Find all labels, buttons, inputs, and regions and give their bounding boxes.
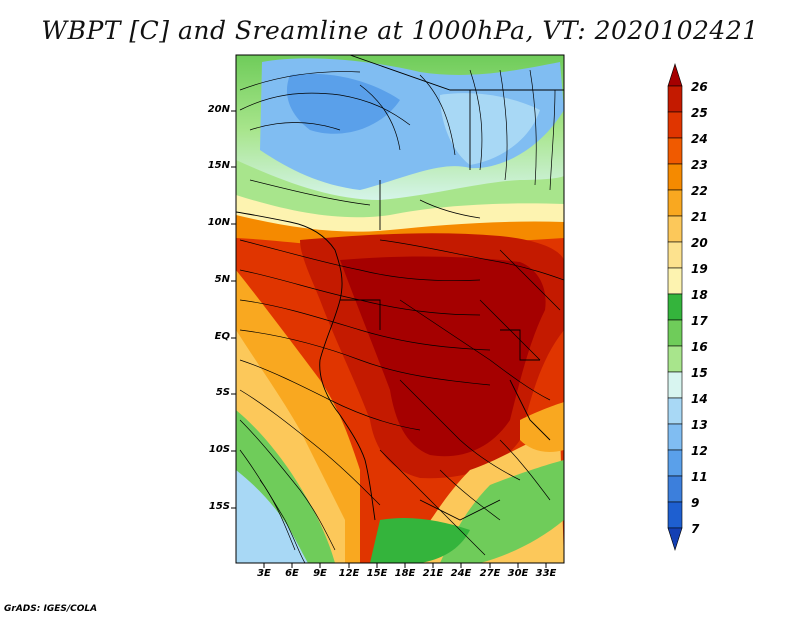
- footer-credit: GrADS: IGES/COLA: [4, 604, 98, 614]
- colorbar-label: 14: [691, 392, 708, 406]
- lon-label: 33E: [535, 568, 557, 579]
- lat-label: 5N: [214, 274, 230, 285]
- lat-label: 20N: [207, 104, 230, 115]
- colorbar-label: 24: [691, 132, 708, 146]
- colorbar-segment: [667, 241, 683, 269]
- lat-label: 10S: [208, 444, 230, 455]
- colorbar-label: 9: [691, 496, 700, 510]
- colorbar-label: 11: [691, 470, 708, 484]
- colorbar-segment: [667, 423, 683, 451]
- lon-label: 21E: [422, 568, 444, 579]
- lat-label: 5S: [215, 387, 230, 398]
- colorbar-segment: [667, 267, 683, 295]
- axis-ticks: [231, 110, 547, 568]
- colorbar-label: 26: [691, 80, 708, 94]
- colorbar-segment: [667, 345, 683, 373]
- colorbar-segment: [667, 85, 683, 113]
- lat-label: 15N: [207, 160, 230, 171]
- colorbar-segment: [667, 137, 683, 165]
- lon-label: 27E: [479, 568, 501, 579]
- map-frame: [235, 54, 565, 564]
- colorbar-label: 13: [691, 418, 708, 432]
- colorbar-label: 20: [691, 236, 708, 250]
- wbpt-field: [236, 55, 564, 563]
- lon-label: 30E: [507, 568, 529, 579]
- colorbar-segment: [667, 397, 683, 425]
- colorbar-label: 22: [691, 184, 708, 198]
- lon-label: 6E: [285, 568, 299, 579]
- lon-label: 9E: [313, 568, 327, 579]
- colorbar-segment: [667, 163, 683, 191]
- coastlines: [236, 55, 564, 521]
- colorbar-label: 17: [691, 314, 708, 328]
- colorbar-segment: [667, 293, 683, 321]
- colorbar-segment: [667, 475, 683, 503]
- lat-label: 10N: [207, 217, 230, 228]
- colorbar-segment: [667, 215, 683, 243]
- colorbar-segment: [667, 111, 683, 139]
- colorbar-label: 19: [691, 262, 708, 276]
- lon-label: 24E: [450, 568, 472, 579]
- colorbar-label: 7: [691, 522, 700, 536]
- lon-label: 12E: [338, 568, 360, 579]
- colorbar-label: 18: [691, 288, 708, 302]
- colorbar-segment: [667, 189, 683, 217]
- lon-label: 3E: [257, 568, 271, 579]
- colorbar-label: 21: [691, 210, 708, 224]
- streamlines: [239, 69, 564, 563]
- colorbar-label: 15: [691, 366, 708, 380]
- colorbar-arrow-bottom: [667, 527, 683, 551]
- lon-label: 18E: [394, 568, 416, 579]
- colorbar-segment: [667, 371, 683, 399]
- colorbar-arrow-top: [667, 63, 683, 87]
- chart-title: WBPT [C] and Sreamline at 1000hPa, VT: 2…: [41, 16, 759, 45]
- colorbar-label: 12: [691, 444, 708, 458]
- lat-label: 15S: [208, 501, 230, 512]
- colorbar-label: 23: [691, 158, 708, 172]
- colorbar: [667, 63, 683, 551]
- lat-label: EQ: [214, 331, 230, 342]
- colorbar-label: 16: [691, 340, 708, 354]
- colorbar-label: 25: [691, 106, 708, 120]
- colorbar-segment: [667, 319, 683, 347]
- colorbar-segment: [667, 449, 683, 477]
- colorbar-segment: [667, 501, 683, 529]
- lon-label: 15E: [366, 568, 388, 579]
